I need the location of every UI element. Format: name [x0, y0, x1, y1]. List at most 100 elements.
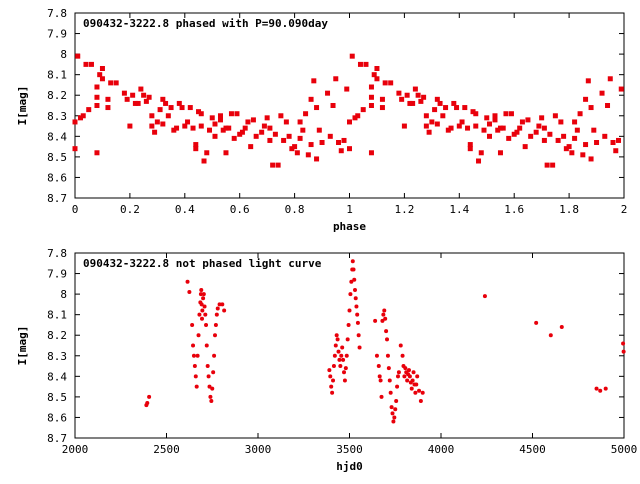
- data-point: [338, 364, 343, 369]
- data-point: [410, 378, 415, 383]
- data-point: [378, 378, 383, 383]
- data-point: [94, 94, 100, 100]
- data-point: [336, 349, 341, 354]
- data-point: [517, 125, 523, 131]
- phased-y-tick-label: 8: [60, 48, 67, 61]
- data-point: [86, 107, 92, 113]
- unphased-axis-ticks: [74, 252, 625, 439]
- data-point: [613, 148, 619, 154]
- data-point: [94, 103, 100, 108]
- data-point: [331, 378, 336, 383]
- data-point: [420, 390, 425, 395]
- data-point: [213, 322, 218, 327]
- data-point: [340, 345, 345, 350]
- data-point: [594, 140, 600, 145]
- unphased-y-axis-label: I[mag]: [16, 326, 29, 366]
- data-point: [204, 150, 210, 156]
- data-point: [207, 127, 213, 133]
- data-point: [160, 96, 166, 102]
- data-point: [511, 131, 517, 137]
- data-point: [373, 318, 378, 323]
- unphased-x-tick-label: 4000: [428, 443, 455, 456]
- data-point: [191, 353, 196, 358]
- phased-x-tick-label: 0: [72, 203, 79, 216]
- data-point: [182, 123, 188, 129]
- unphased-y-tick-label: 8.5: [47, 391, 67, 404]
- data-point: [75, 53, 81, 59]
- data-point: [355, 320, 360, 325]
- data-point: [396, 370, 401, 375]
- data-point: [371, 72, 377, 78]
- data-point: [264, 115, 270, 121]
- data-point: [332, 353, 337, 358]
- data-point: [360, 107, 366, 113]
- data-point: [522, 144, 528, 150]
- data-point: [187, 105, 193, 111]
- data-point: [199, 302, 204, 307]
- data-point: [368, 103, 374, 108]
- data-point: [209, 399, 214, 403]
- data-point: [384, 329, 389, 334]
- data-point: [591, 127, 597, 133]
- data-point: [344, 353, 349, 358]
- data-point: [343, 366, 348, 371]
- data-point: [392, 415, 397, 420]
- data-point: [347, 119, 352, 125]
- data-point: [508, 111, 514, 117]
- data-point: [212, 333, 217, 338]
- data-point: [618, 86, 624, 92]
- phased-x-tick-label: 1.6: [504, 203, 524, 216]
- data-point: [194, 384, 199, 389]
- data-point: [525, 117, 531, 123]
- data-point: [434, 121, 440, 127]
- data-point: [363, 61, 369, 67]
- data-point: [599, 90, 605, 96]
- data-point: [434, 96, 440, 102]
- data-point: [385, 353, 390, 358]
- data-point: [197, 312, 202, 317]
- unphased-y-tick-label: 8.4: [47, 370, 67, 383]
- data-point: [445, 127, 451, 133]
- data-point: [349, 279, 354, 284]
- phased-axis-ticks: [74, 12, 625, 199]
- data-point: [199, 288, 204, 292]
- data-point: [217, 113, 223, 119]
- data-point: [130, 92, 136, 98]
- data-point: [339, 353, 344, 358]
- data-point: [349, 53, 355, 59]
- data-point: [352, 288, 357, 292]
- unphased-y-tick-label: 8.1: [47, 309, 67, 322]
- data-point: [200, 316, 205, 321]
- data-point: [108, 80, 114, 86]
- data-point: [143, 98, 149, 104]
- data-point: [212, 353, 217, 358]
- data-point: [380, 318, 385, 323]
- data-point: [550, 162, 556, 168]
- data-point: [572, 135, 578, 141]
- data-point: [407, 374, 412, 379]
- data-point: [342, 370, 347, 375]
- data-point: [330, 103, 336, 108]
- data-point: [594, 386, 599, 391]
- data-point: [559, 325, 564, 329]
- data-point: [391, 419, 396, 424]
- data-point: [410, 100, 416, 106]
- data-point: [353, 296, 358, 301]
- data-point: [345, 337, 350, 342]
- unphased-y-tick-label: 8.6: [47, 411, 67, 424]
- data-point: [382, 308, 387, 313]
- data-point: [395, 384, 400, 389]
- data-point: [404, 92, 410, 98]
- data-point: [305, 152, 311, 158]
- data-point: [341, 137, 347, 143]
- data-point: [569, 150, 575, 156]
- data-point: [242, 125, 248, 131]
- unphased-x-tick-label: 2000: [62, 443, 89, 456]
- unphased-x-tick-label: 4500: [519, 443, 546, 456]
- data-point: [598, 388, 603, 393]
- data-point: [409, 386, 414, 391]
- data-point: [473, 123, 479, 129]
- data-point: [206, 374, 211, 379]
- data-point: [541, 125, 547, 131]
